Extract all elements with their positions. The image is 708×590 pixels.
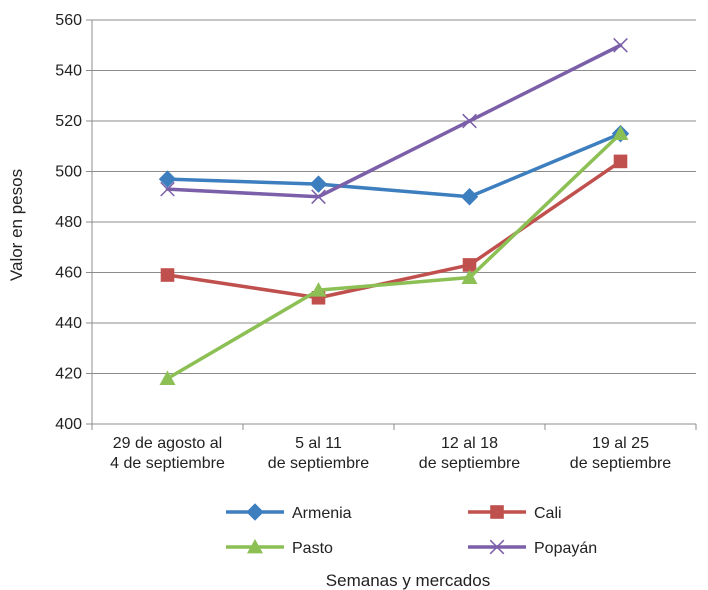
series-line xyxy=(165,131,623,381)
y-tick-label: 540 xyxy=(55,63,82,80)
data-point xyxy=(309,175,328,193)
y-tick-label: 440 xyxy=(55,315,82,332)
series-layer xyxy=(158,37,630,385)
legend-item: Armenia xyxy=(226,503,352,522)
data-point xyxy=(461,269,478,284)
data-point xyxy=(158,170,177,188)
legend-item: Popayán xyxy=(468,539,597,557)
y-tick-label: 480 xyxy=(55,214,82,231)
series-line xyxy=(165,159,623,300)
x-tick-label: 19 al 25 de septiembre xyxy=(570,435,671,472)
x-marker-stroke xyxy=(613,37,628,53)
data-point xyxy=(311,189,326,205)
y-tick-label: 420 xyxy=(55,366,82,383)
y-axis-title: Valor en pesos xyxy=(7,169,26,281)
legend-item: Pasto xyxy=(226,539,333,557)
series-popay-n xyxy=(160,37,628,205)
x-tick-label-line: 12 al 18 xyxy=(441,435,498,452)
x-marker-stroke xyxy=(311,189,326,205)
legend-swatch-marker xyxy=(489,539,505,555)
series-pasto xyxy=(159,125,629,385)
data-point xyxy=(613,154,628,169)
x-tick-label: 12 al 18 de septiembre xyxy=(419,435,520,472)
series-cali xyxy=(160,154,628,305)
axes: 400 420 440 460 480 500 520 540 560 29 de agosto … xyxy=(55,12,697,472)
legend-label: Pasto xyxy=(292,540,333,557)
legend-label: Armenia xyxy=(292,505,352,522)
data-point xyxy=(612,125,629,141)
data-point xyxy=(613,37,628,53)
x-marker-stroke xyxy=(160,181,175,197)
x-tick-label-line: 5 al 11 xyxy=(295,435,342,452)
legend-swatch-marker xyxy=(490,505,504,519)
legend-label: Cali xyxy=(534,505,562,522)
data-point xyxy=(310,282,327,297)
x-marker-stroke xyxy=(462,113,477,129)
y-tick-label: 500 xyxy=(55,164,82,181)
gridlines xyxy=(92,19,696,425)
y-tick-label: 400 xyxy=(55,416,82,433)
legend-label: Popayán xyxy=(534,540,597,557)
series-line xyxy=(165,43,623,199)
x-axis-title: Semanas y mercados xyxy=(326,571,490,590)
x-tick-label: 29 de agosto al 4 de septiembre xyxy=(110,435,225,472)
x-tick-label: 5 al 11 de septiembre xyxy=(268,435,369,472)
y-tick-label: 560 xyxy=(55,12,82,29)
x-tick-label-line: 29 de agosto al xyxy=(113,435,222,452)
x-tick-label-line: de septiembre xyxy=(419,455,520,472)
legend-swatch-marker xyxy=(247,539,263,554)
data-point xyxy=(460,188,479,206)
y-tick-label: 520 xyxy=(55,113,82,130)
x-tick-label-line: 19 al 25 xyxy=(592,435,649,452)
data-point xyxy=(159,370,176,385)
series-armenia xyxy=(158,124,630,206)
x-tick-label-line: 4 de septiembre xyxy=(110,455,225,472)
legend: Armenia Cali Pasto Popayán xyxy=(226,503,597,557)
legend-swatch-marker xyxy=(246,503,264,521)
data-point xyxy=(160,181,175,197)
data-point xyxy=(462,113,477,129)
y-tick-label: 460 xyxy=(55,265,82,282)
series-line xyxy=(165,131,623,199)
x-tick-label-line: de septiembre xyxy=(268,455,369,472)
x-tick-label-line: de septiembre xyxy=(570,455,671,472)
data-point xyxy=(160,268,175,282)
data-point xyxy=(462,258,477,272)
x-marker-stroke xyxy=(489,539,505,555)
legend-item: Cali xyxy=(468,505,562,522)
